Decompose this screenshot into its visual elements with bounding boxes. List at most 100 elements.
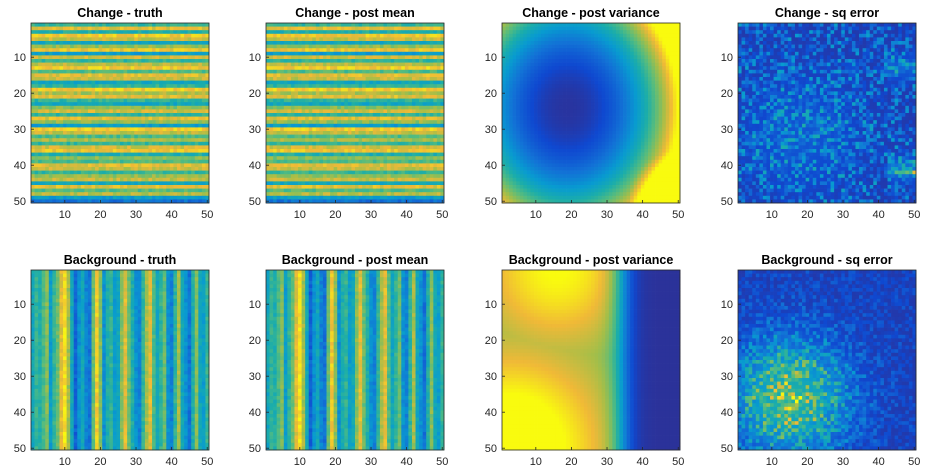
heatmap-cell: [144, 23, 149, 27]
heatmap-cell: [287, 174, 292, 179]
heatmap-cell: [351, 95, 356, 99]
heatmap-cell: [198, 141, 203, 146]
heatmap-cell: [55, 105, 60, 110]
heatmap-cell: [187, 185, 192, 189]
heatmap-cell: [422, 174, 427, 179]
heatmap-cell: [109, 127, 114, 132]
heatmap-cell: [344, 123, 349, 128]
heatmap-cell: [344, 30, 349, 35]
heatmap-cell: [344, 145, 349, 150]
heatmap-cell: [365, 134, 370, 139]
heatmap-cell: [319, 156, 324, 161]
heatmap-cell: [419, 120, 423, 125]
heatmap-cell: [73, 181, 78, 186]
heatmap-cell: [411, 181, 416, 186]
heatmap-cell: [419, 80, 423, 85]
heatmap-cell: [187, 33, 192, 38]
heatmap-cell: [419, 113, 423, 117]
heatmap-cell: [159, 33, 164, 38]
heatmap-cell: [112, 159, 117, 164]
heatmap-cell: [77, 37, 82, 42]
heatmap-cell: [362, 41, 367, 45]
heatmap-cell: [355, 134, 359, 139]
heatmap-cell: [169, 149, 174, 153]
heatmap-cell: [173, 113, 178, 117]
heatmap-cell: [137, 77, 142, 81]
heatmap-cell: [301, 33, 306, 38]
heatmap-cell: [205, 127, 210, 132]
heatmap-cell: [166, 192, 171, 197]
heatmap-cell: [344, 156, 349, 161]
heatmap-cell: [201, 55, 206, 60]
heatmap-cell: [198, 120, 203, 125]
heatmap-cell: [173, 87, 178, 92]
heatmap-cell: [330, 192, 334, 197]
heatmap-cell: [112, 120, 117, 125]
heatmap-cell: [59, 62, 64, 67]
heatmap-cell: [298, 120, 302, 125]
heatmap-cell: [194, 167, 199, 171]
heatmap-cell: [404, 69, 409, 74]
heatmap-cell: [98, 177, 103, 182]
heatmap-cell: [379, 181, 384, 186]
heatmap-cell: [283, 23, 288, 27]
heatmap-cell: [401, 181, 406, 186]
heatmap-cell: [84, 87, 89, 92]
heatmap-cell: [205, 123, 210, 128]
heatmap-cell: [148, 105, 153, 110]
heatmap-cell: [187, 66, 192, 71]
heatmap-cell: [312, 141, 317, 146]
heatmap-cell: [152, 188, 156, 193]
heatmap-cell: [162, 141, 167, 146]
heatmap-cell: [408, 181, 413, 186]
heatmap-cell: [159, 192, 164, 197]
heatmap-cell: [80, 174, 85, 179]
heatmap-cell: [141, 37, 146, 42]
heatmap-cell: [66, 134, 71, 139]
heatmap-cell: [394, 91, 399, 96]
heatmap-cell: [333, 195, 338, 200]
heatmap-cell: [298, 116, 302, 121]
heatmap-cell: [127, 116, 132, 121]
heatmap-cell: [141, 116, 146, 121]
heatmap-cell: [77, 59, 82, 63]
heatmap-cell: [266, 116, 270, 121]
heatmap-cell: [152, 102, 156, 107]
heatmap-cell: [344, 188, 349, 193]
heatmap-cell: [269, 123, 274, 128]
heatmap-cell: [266, 30, 270, 35]
heatmap-cell: [201, 84, 206, 89]
heatmap-cell: [301, 26, 306, 31]
heatmap-cell: [358, 51, 363, 56]
heatmap-cell: [383, 37, 388, 42]
heatmap-cell: [198, 30, 203, 35]
heatmap-cell: [426, 84, 431, 89]
heatmap-cell: [41, 177, 46, 182]
heatmap-cell: [330, 199, 334, 204]
heatmap-cell: [415, 113, 420, 117]
heatmap-cell: [187, 109, 192, 114]
heatmap-cell: [298, 149, 302, 153]
heatmap-cell: [48, 113, 53, 117]
heatmap-cell: [73, 116, 78, 121]
heatmap-cell: [376, 195, 381, 200]
heatmap-cell: [340, 23, 345, 27]
heatmap-cell: [45, 69, 50, 74]
heatmap-cell: [326, 185, 331, 189]
heatmap-cell: [379, 131, 384, 135]
heatmap-cell: [52, 170, 57, 175]
heatmap-cell: [120, 105, 124, 110]
heatmap-cell: [287, 167, 292, 171]
heatmap-cell: [91, 59, 96, 63]
heatmap-cell: [283, 170, 288, 175]
heatmap-cell: [45, 26, 50, 31]
heatmap-cell: [159, 149, 164, 153]
heatmap-cell: [347, 188, 352, 193]
heatmap-cell: [308, 51, 313, 56]
heatmap-cell: [383, 138, 388, 143]
heatmap-cell: [34, 59, 39, 63]
heatmap-cell: [109, 33, 114, 38]
heatmap-cell: [155, 156, 160, 161]
heatmap-cell: [376, 59, 381, 63]
heatmap-cell: [137, 55, 142, 60]
